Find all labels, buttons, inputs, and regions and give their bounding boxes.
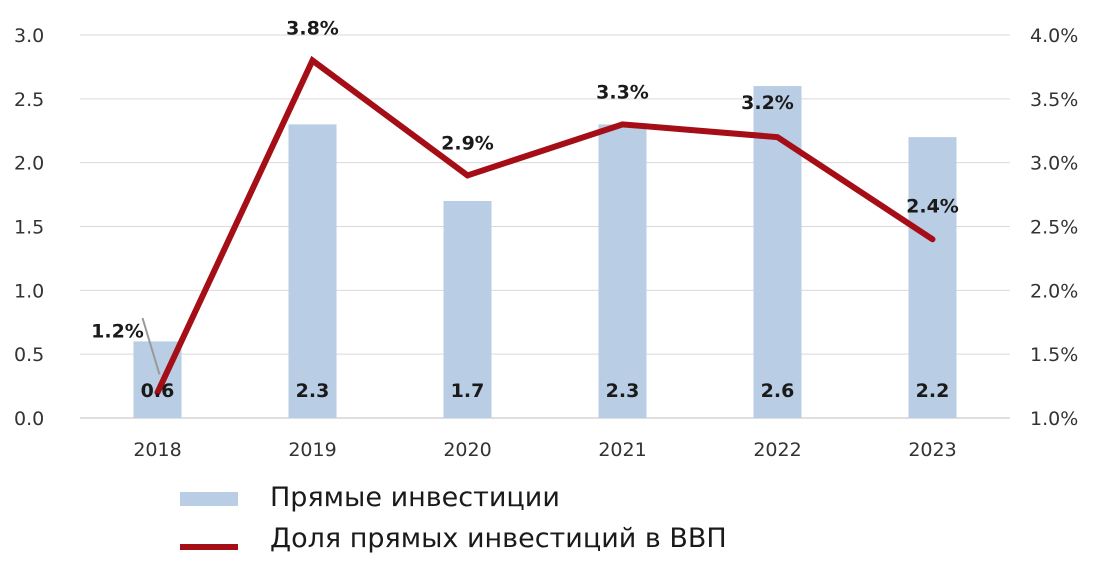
y-right-tick-label: 2.5% xyxy=(1030,217,1078,239)
bar-value-label: 2.2 xyxy=(916,380,950,402)
x-tick-label: 2021 xyxy=(598,439,646,461)
legend-label-bar: Прямые инвестиции xyxy=(270,482,560,513)
line-value-label: 2.9% xyxy=(441,132,494,154)
bar-value-label: 0.6 xyxy=(141,380,175,402)
y-right-tick-label: 2.0% xyxy=(1030,280,1078,302)
line-value-label: 1.2% xyxy=(91,320,144,342)
y-left-tick-label: 1.5 xyxy=(14,217,44,239)
legend-item-bar: Прямые инвестиции xyxy=(180,482,880,522)
legend-item-line: Доля прямых инвестиций в ВВП xyxy=(180,523,880,563)
y-right-tick-label: 3.5% xyxy=(1030,89,1078,111)
y-left-tick-label: 2.5 xyxy=(14,89,44,111)
bar xyxy=(288,124,337,418)
line-value-label: 3.8% xyxy=(286,18,339,40)
bar xyxy=(598,124,647,418)
bar-value-label: 1.7 xyxy=(451,380,485,402)
series-line xyxy=(154,55,936,396)
bar-value-label: 2.3 xyxy=(606,380,640,402)
bar xyxy=(443,200,492,418)
y-left-tick-label: 3.0 xyxy=(14,25,44,47)
bar-value-label: 2.6 xyxy=(761,380,795,402)
y-right-tick-label: 1.0% xyxy=(1030,408,1078,430)
y-right-tick-label: 3.0% xyxy=(1030,153,1078,175)
y-right-tick-label: 1.5% xyxy=(1030,344,1078,366)
label-leader-line xyxy=(141,317,161,375)
y-left-tick-label: 0.0 xyxy=(14,408,44,430)
y-left-tick-label: 2.0 xyxy=(14,153,44,175)
x-tick-label: 2022 xyxy=(753,439,801,461)
chart: 0.0 0.5 1.0 1.5 2.0 2.5 3.0 1.0% 1.5% 2.0% 2.5% 3.0… xyxy=(14,18,1078,461)
line-value-label: 3.2% xyxy=(741,92,794,114)
x-tick-label: 2019 xyxy=(288,439,336,461)
line-value-label: 3.3% xyxy=(596,81,649,103)
y-left-tick-label: 1.0 xyxy=(14,280,44,302)
x-tick-label: 2018 xyxy=(133,439,181,461)
x-tick-label: 2020 xyxy=(443,439,491,461)
line-value-label: 2.4% xyxy=(906,195,959,217)
bar xyxy=(908,137,957,418)
y-right-tick-label: 4.0% xyxy=(1030,25,1078,47)
legend-label-line: Доля прямых инвестиций в ВВП xyxy=(270,523,727,554)
legend-swatch-bar xyxy=(180,492,238,506)
y-left-tick-label: 0.5 xyxy=(14,344,44,366)
x-tick-label: 2023 xyxy=(908,439,956,461)
legend-swatch-line xyxy=(180,544,238,550)
bar xyxy=(753,86,802,419)
bar-value-label: 2.3 xyxy=(296,380,330,402)
